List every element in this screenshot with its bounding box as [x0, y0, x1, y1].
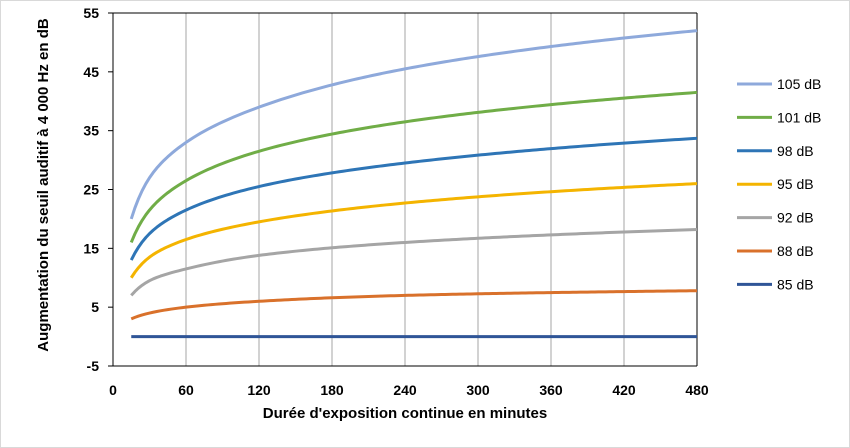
x-tick-label: 60	[178, 382, 194, 398]
y-tick-label: 5	[91, 299, 99, 315]
legend-label: 92 dB	[777, 210, 814, 226]
x-tick-label: 0	[109, 382, 117, 398]
y-tick-label: 25	[83, 182, 99, 198]
legend-label: 105 dB	[777, 76, 821, 92]
x-tick-label: 240	[393, 382, 417, 398]
series-line-95-dB	[130, 182, 698, 279]
series-line-101-dB	[129, 90, 698, 244]
y-tick-label: -5	[87, 358, 100, 374]
legend-label: 85 dB	[777, 276, 814, 292]
legend: 105 dB 101 dB 98 dB 95 dB 92 dB 88 dB 85 dB	[737, 76, 821, 292]
y-tick-label: 45	[83, 64, 99, 80]
legend-label: 101 dB	[777, 109, 821, 125]
legend-label: 98 dB	[777, 143, 814, 159]
tick-labels: 0 60 120 180 240 300 360 420 480 -5 5 15 25 35 45 55	[83, 5, 708, 398]
legend-label: 88 dB	[777, 243, 814, 259]
x-tick-label: 480	[685, 382, 709, 398]
y-tick-label: 35	[83, 123, 99, 139]
y-tick-label: 55	[83, 5, 99, 21]
series-lines	[129, 29, 698, 339]
series-line-105-dB	[129, 29, 698, 220]
x-tick-label: 360	[539, 382, 563, 398]
x-tick-label: 120	[247, 382, 271, 398]
series-line-98-dB	[129, 136, 698, 261]
y-tick-label: 15	[83, 240, 99, 256]
gridlines	[185, 13, 698, 366]
x-tick-label: 300	[466, 382, 490, 398]
axes	[108, 12, 698, 367]
series-line-88-dB	[130, 289, 698, 321]
x-tick-label: 420	[612, 382, 636, 398]
legend-label: 95 dB	[777, 176, 814, 192]
series-line-92-dB	[130, 228, 698, 297]
x-axis-title: Durée d'exposition continue en minutes	[263, 405, 547, 422]
y-axis-title: Augmentation du seuil auditif à 4 000 Hz…	[35, 18, 52, 352]
x-tick-label: 180	[320, 382, 344, 398]
